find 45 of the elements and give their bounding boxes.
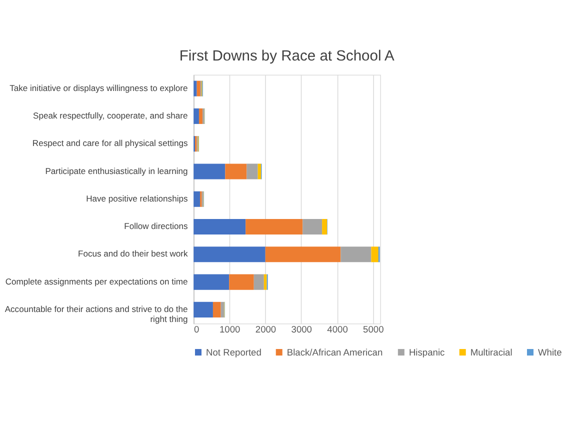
bar (340, 246, 372, 262)
bar (254, 274, 264, 290)
y-tick-label: Accountable for their actions and strive to do the right thing (4, 304, 188, 324)
bar (198, 108, 203, 124)
bar (194, 274, 230, 290)
y-tick-label: Speak respectfully, cooperate, and share (33, 110, 188, 121)
x-tick-label: 2000 (255, 324, 276, 334)
legend-label: Not Reported (206, 347, 262, 358)
bar (246, 218, 303, 235)
legend-label: White (538, 347, 562, 358)
bar (194, 218, 246, 235)
y-tick-label: Have positive relationships (86, 193, 188, 204)
y-tick-label: Participate enthusiastically in learning (45, 166, 188, 176)
bar (265, 246, 341, 262)
legend-label: Hispanic (408, 347, 446, 358)
x-tick-label: 1000 (220, 324, 240, 334)
chart-title: First Downs by Race at School A (179, 48, 395, 65)
bar (229, 274, 254, 290)
y-tick-label: Respect and care for all physical settings (32, 138, 188, 148)
bar (194, 164, 226, 180)
bar (194, 246, 266, 262)
bar (212, 302, 221, 318)
bar (194, 80, 197, 96)
bar (220, 302, 224, 318)
bar (264, 274, 267, 290)
bar (225, 164, 247, 180)
y-tick-label: Focus and do their best work (78, 248, 188, 259)
legend-label: Black/African American (286, 347, 383, 358)
bar (258, 164, 262, 180)
x-tick-label: 5000 (363, 324, 384, 334)
bar (194, 302, 213, 318)
bar (194, 191, 200, 207)
bar (371, 246, 378, 262)
bar (246, 164, 258, 180)
y-tick-label: Complete assignments per expectations on time (5, 276, 188, 286)
x-tick-label: 0 (194, 324, 200, 334)
y-tick-label: Follow directions (124, 221, 188, 232)
bar (322, 218, 328, 235)
x-tick-label: 4000 (327, 324, 348, 334)
bar (302, 218, 322, 235)
x-tick-label: 3000 (291, 324, 312, 334)
bar (196, 80, 200, 96)
bar (194, 108, 199, 124)
y-tick-label: Take initiative or displays willingness to explore (10, 82, 188, 93)
legend-label: Multiracial (470, 347, 512, 358)
